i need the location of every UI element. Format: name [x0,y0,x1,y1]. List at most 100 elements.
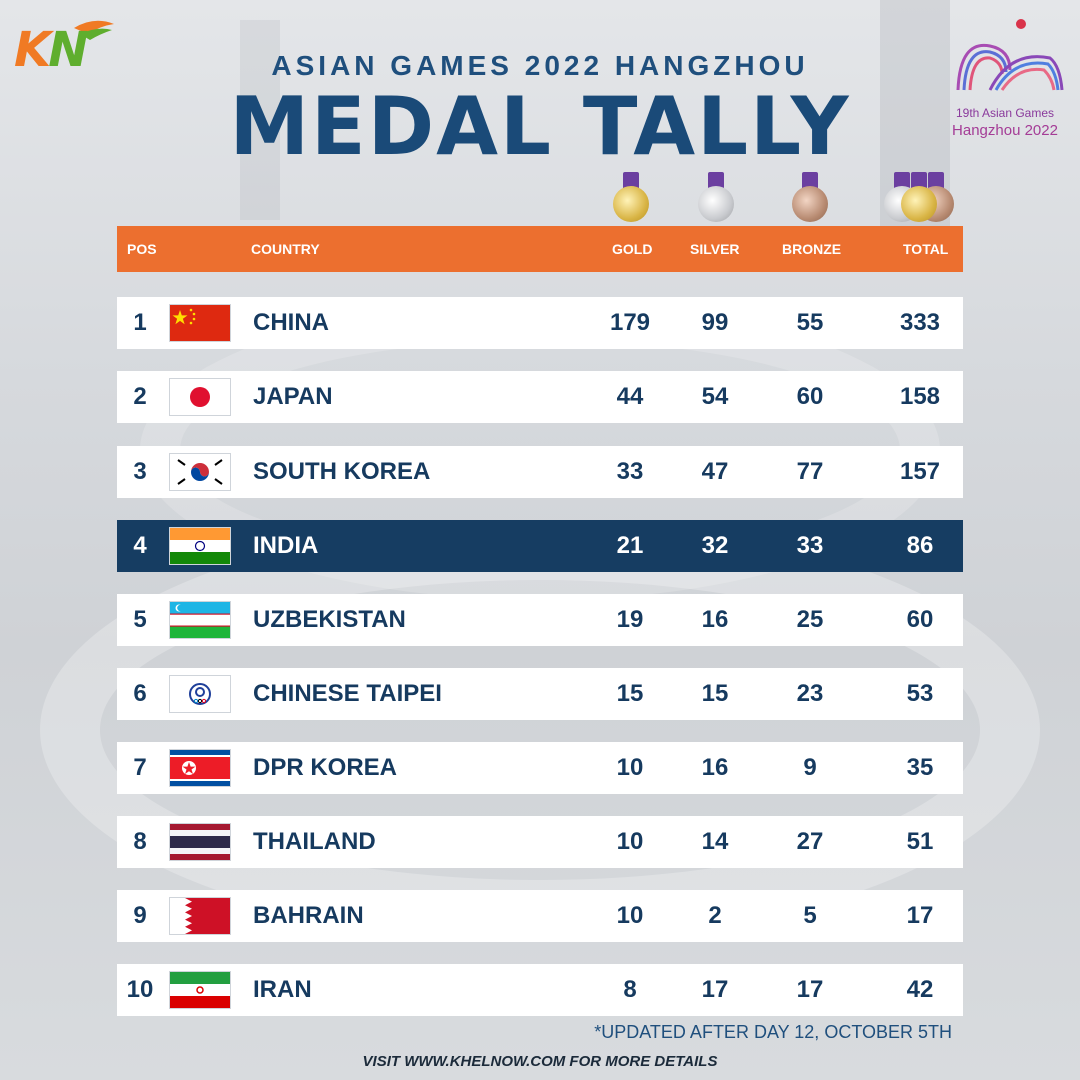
china-flag-icon [169,304,231,342]
row-gold: 44 [616,383,644,410]
row-gold: 15 [616,680,644,707]
row-total: 157 [899,458,941,485]
gold-medal-icon [613,172,649,222]
row-silver: 54 [701,383,729,410]
table-row: 7 DPR KOREA 10 16 9 35 [117,742,963,794]
row-total: 158 [899,383,941,410]
dpr-korea-flag-icon [169,749,231,787]
row-bronze: 60 [796,383,824,410]
table-row: 1 CHINA 179 99 55 333 [117,297,963,349]
update-footnote: *UPDATED AFTER DAY 12, OCTOBER 5TH [594,1022,952,1042]
thailand-flag-icon [169,823,231,861]
south-korea-flag-icon [169,453,231,491]
column-header-country: COUNTRY [251,241,320,257]
medals-total-icon [884,172,954,222]
iran-flag-icon [169,971,231,1009]
row-country: BAHRAIN [253,902,364,929]
row-gold: 8 [623,976,637,1003]
silver-medal-icon [698,172,734,222]
background-stadium-arc [40,520,1040,940]
uzbekistan-flag-icon [169,601,231,639]
row-country: JAPAN [253,383,333,410]
asian-games-logo-line2: Hangzhou 2022 [952,122,1058,139]
row-gold: 10 [616,902,644,929]
table-row: 10 IRAN 8 17 17 42 [117,964,963,1016]
row-bronze: 5 [803,902,817,929]
row-country: DPR KOREA [253,754,398,781]
row-country: CHINA [253,309,329,336]
row-country: IRAN [253,976,312,1003]
row-bronze: 55 [796,309,824,336]
row-silver: 14 [701,828,729,855]
khelnow-logo: KN [14,18,124,78]
row-country: SOUTH KOREA [253,458,431,485]
row-country: UZBEKISTAN [253,606,406,633]
page-subtitle: ASIAN GAMES 2022 HANGZHOU [271,50,809,81]
row-gold: 33 [616,458,644,485]
row-gold: 179 [609,309,651,336]
row-total: 35 [906,754,934,781]
row-bronze: 23 [796,680,824,707]
row-silver: 47 [701,458,729,485]
row-bronze: 77 [796,458,824,485]
table-row: 3 SOUTH KOREA 33 47 77 157 [117,446,963,498]
column-header-pos: POS [127,241,157,257]
row-total: 86 [906,532,934,559]
khelnow-logo-text: KN [14,22,88,78]
asian-games-emblem-icon [956,19,1064,91]
india-flag-icon [169,527,231,565]
chinese-taipei-flag-icon [169,675,231,713]
row-silver: 16 [701,606,729,633]
row-total: 53 [906,680,934,707]
row-gold: 10 [616,754,644,781]
column-header-bronze: BRONZE [782,241,842,257]
row-total: 60 [906,606,934,633]
row-position: 4 [133,532,147,559]
bronze-medal-icon [792,172,828,222]
row-silver: 16 [701,754,729,781]
row-total: 17 [906,902,934,929]
column-header-total: TOTAL [903,241,949,257]
row-position: 5 [133,606,147,633]
row-silver: 2 [708,902,722,929]
column-header-silver: SILVER [690,241,740,257]
table-row: 4 INDIA 21 32 33 86 [117,520,963,572]
japan-flag-icon [169,378,231,416]
row-gold: 19 [616,606,644,633]
table-row: 2 JAPAN 44 54 60 158 [117,371,963,423]
row-position: 9 [133,902,147,929]
row-bronze: 9 [803,754,817,781]
row-bronze: 17 [796,976,824,1003]
row-country: INDIA [253,532,319,559]
row-position: 7 [133,754,147,781]
page-title: MEDAL TALLY [229,80,851,173]
khelnow-logo-mark [74,20,114,40]
row-silver: 15 [701,680,729,707]
row-bronze: 27 [796,828,824,855]
row-position: 10 [126,976,154,1003]
table-header: POS COUNTRY GOLD SILVER BRONZE TOTAL [117,226,963,272]
row-position: 2 [133,383,147,410]
table-row: 9 BAHRAIN 10 2 5 17 [117,890,963,942]
row-country: THAILAND [253,828,376,855]
table-row: 5 UZBEKISTAN 19 16 25 60 [117,594,963,646]
visit-website-text: VISIT WWW.KHELNOW.COM FOR MORE DETAILS [362,1053,718,1070]
table-row: 6 CHINESE TAIPEI 15 15 23 53 [117,668,963,720]
row-position: 8 [133,828,147,855]
row-silver: 17 [701,976,729,1003]
row-gold: 21 [616,532,644,559]
row-position: 1 [133,309,147,336]
bahrain-flag-icon [169,897,231,935]
column-header-gold: GOLD [612,241,653,257]
row-position: 3 [133,458,147,485]
row-bronze: 25 [796,606,824,633]
row-bronze: 33 [796,532,824,559]
row-total: 42 [906,976,934,1003]
asian-games-logo: 19th Asian Games Hangzhou 2022 [940,10,1070,145]
row-total: 51 [906,828,934,855]
row-total: 333 [899,309,941,336]
row-position: 6 [133,680,147,707]
row-country: CHINESE TAIPEI [253,680,442,707]
row-gold: 10 [616,828,644,855]
row-silver: 99 [701,309,729,336]
